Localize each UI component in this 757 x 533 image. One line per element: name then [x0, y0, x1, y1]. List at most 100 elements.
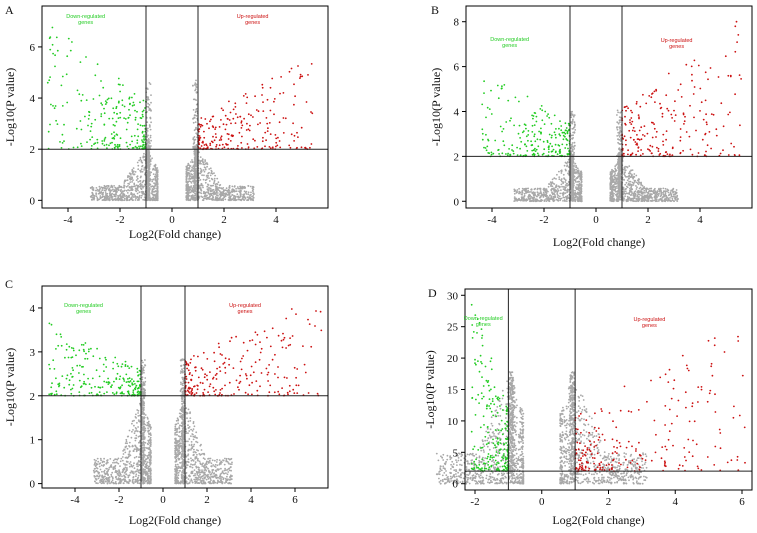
point-down: [61, 105, 64, 107]
point-ns: [623, 179, 625, 181]
point-ns: [611, 175, 614, 178]
point-down: [121, 99, 124, 102]
point-up: [232, 108, 235, 111]
point-down: [501, 152, 504, 155]
point-up: [230, 134, 233, 137]
point-down: [85, 56, 87, 58]
point-ns: [194, 158, 196, 161]
y-tick-label: 2: [30, 144, 36, 156]
point-ns: [147, 162, 150, 165]
point-ns: [677, 198, 679, 201]
point-ns: [105, 193, 107, 196]
point-up: [215, 144, 218, 146]
point-ns: [191, 166, 194, 169]
point-ns: [156, 185, 159, 188]
point-up: [224, 114, 227, 117]
point-down: [112, 136, 115, 139]
point-ns: [126, 196, 129, 198]
point-ns: [573, 164, 575, 167]
point-down: [533, 149, 535, 151]
point-down: [485, 116, 487, 119]
point-down: [527, 130, 530, 132]
point-up: [685, 131, 688, 133]
point-down: [85, 99, 88, 101]
point-ns: [619, 121, 621, 123]
point-up: [646, 132, 649, 135]
point-up: [739, 124, 741, 127]
point-down: [526, 95, 529, 98]
point-ns: [670, 193, 673, 196]
point-ns: [203, 191, 206, 193]
point-ns: [527, 189, 530, 192]
point-ns: [207, 196, 210, 199]
point-up: [246, 143, 249, 145]
point-down: [565, 138, 568, 141]
point-ns: [527, 187, 529, 190]
point-down: [133, 93, 136, 95]
point-up: [208, 127, 210, 130]
point-up: [729, 111, 731, 114]
point-ns: [221, 193, 224, 196]
point-up: [266, 98, 269, 101]
point-ns: [200, 162, 202, 165]
point-ns: [208, 168, 211, 170]
point-ns: [90, 198, 93, 201]
point-ns: [130, 189, 132, 192]
point-ns: [632, 200, 635, 202]
point-up: [296, 131, 298, 134]
point-ns: [670, 189, 672, 192]
point-down: [123, 117, 125, 119]
point-ns: [214, 199, 217, 202]
point-ns: [193, 179, 196, 182]
point-up: [666, 153, 669, 156]
point-up: [679, 151, 682, 154]
point-ns: [148, 124, 151, 127]
point-ns: [247, 185, 250, 187]
point-ns: [187, 195, 190, 198]
point-up: [671, 147, 674, 150]
point-up: [212, 135, 214, 138]
point-up: [712, 113, 715, 116]
point-down: [559, 134, 562, 137]
point-ns: [657, 188, 660, 191]
point-ns: [140, 188, 143, 191]
point-ns: [103, 187, 106, 190]
point-up: [699, 110, 701, 112]
point-ns: [139, 158, 142, 161]
point-ns: [212, 182, 215, 185]
point-ns: [111, 198, 114, 201]
point-up: [631, 129, 634, 132]
point-ns: [610, 181, 613, 184]
point-ns: [156, 198, 159, 200]
point-ns: [146, 185, 149, 188]
point-ns: [149, 136, 152, 139]
point-up: [257, 123, 259, 126]
point-down: [564, 132, 567, 135]
point-ns: [148, 164, 151, 167]
point-down: [483, 80, 485, 83]
point-down: [525, 127, 527, 130]
point-ns: [152, 168, 154, 171]
point-ns: [631, 184, 634, 186]
point-ns: [199, 156, 202, 159]
point-down: [96, 138, 99, 141]
point-ns: [513, 196, 516, 199]
point-ns: [129, 173, 132, 175]
point-ns: [669, 199, 671, 202]
point-down: [555, 127, 557, 130]
point-ns: [625, 199, 628, 202]
point-ns: [614, 167, 616, 170]
point-ns: [625, 192, 628, 195]
point-ns: [156, 167, 159, 169]
point-down: [567, 147, 569, 150]
point-ns: [547, 185, 550, 188]
point-up: [665, 138, 667, 141]
point-ns: [193, 197, 196, 200]
point-down: [52, 105, 54, 107]
point-ns: [647, 195, 650, 198]
point-ns: [614, 182, 617, 185]
point-ns: [633, 195, 635, 198]
point-down: [133, 134, 136, 137]
point-up: [642, 153, 644, 155]
